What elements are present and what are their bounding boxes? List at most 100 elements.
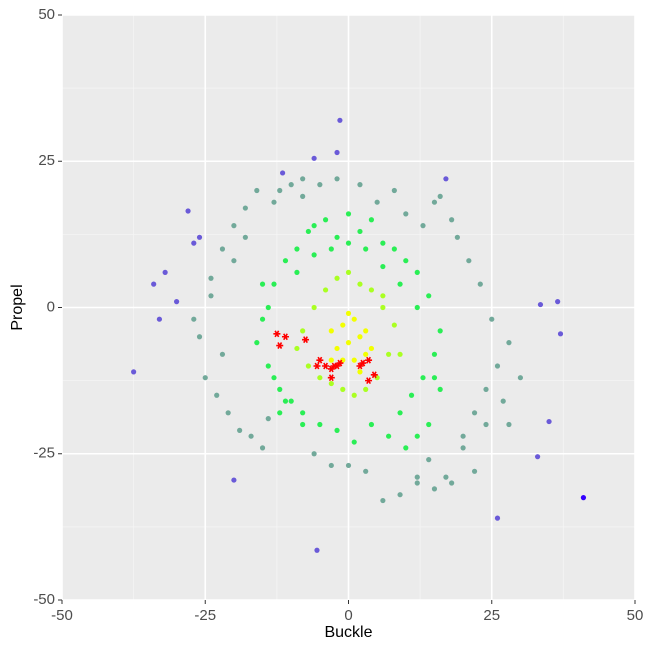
point xyxy=(225,410,231,416)
point xyxy=(414,304,420,311)
point xyxy=(311,252,317,258)
asterisk-point xyxy=(327,365,335,373)
point xyxy=(174,299,180,305)
point xyxy=(460,445,466,451)
asterisk-point xyxy=(273,330,281,338)
point xyxy=(489,316,495,322)
point xyxy=(403,445,409,451)
point xyxy=(300,176,306,182)
point xyxy=(231,477,237,483)
point xyxy=(300,328,306,334)
y-tick-label: 0 xyxy=(47,298,55,315)
point xyxy=(191,316,197,322)
point xyxy=(277,386,283,392)
point xyxy=(305,228,311,235)
point xyxy=(555,299,561,305)
point xyxy=(506,421,512,428)
point xyxy=(363,328,369,334)
point xyxy=(534,454,541,460)
point xyxy=(322,217,329,223)
asterisk-point xyxy=(333,362,341,370)
point xyxy=(311,451,317,457)
x-tick-label: 25 xyxy=(483,607,500,624)
x-tick-label: 0 xyxy=(344,607,352,624)
point xyxy=(454,234,460,240)
asterisk-point xyxy=(322,362,330,370)
point xyxy=(345,462,352,469)
point xyxy=(317,421,323,428)
point xyxy=(368,217,375,223)
point xyxy=(271,199,277,205)
point xyxy=(345,310,352,316)
point xyxy=(334,176,340,182)
point xyxy=(214,392,220,398)
point xyxy=(191,240,197,246)
point xyxy=(328,462,334,469)
point xyxy=(397,492,403,498)
point xyxy=(437,386,443,392)
point xyxy=(242,234,248,240)
point xyxy=(397,281,403,287)
x-axis-title: Buckle xyxy=(324,624,372,641)
point xyxy=(334,427,340,433)
point xyxy=(391,187,397,194)
point xyxy=(363,468,369,474)
point xyxy=(420,375,426,381)
point xyxy=(391,322,397,328)
y-tick-label: -50 xyxy=(33,591,55,608)
point xyxy=(202,375,208,381)
axes: -50 -25 0 25 50 -50 -25 0 25 50 xyxy=(33,6,643,624)
point xyxy=(546,418,552,425)
point xyxy=(494,515,501,521)
point xyxy=(437,328,443,334)
point xyxy=(322,287,329,293)
point xyxy=(420,223,426,229)
point xyxy=(185,208,191,214)
point xyxy=(334,345,340,352)
point xyxy=(397,410,403,416)
point xyxy=(363,351,369,357)
point xyxy=(254,187,260,194)
point xyxy=(334,149,340,156)
point xyxy=(259,316,266,322)
point xyxy=(431,375,438,381)
point xyxy=(196,334,203,340)
point xyxy=(231,258,237,264)
point xyxy=(288,182,294,188)
point xyxy=(426,421,432,428)
point xyxy=(580,495,587,501)
point xyxy=(471,410,478,416)
point xyxy=(131,369,137,375)
point xyxy=(300,421,306,428)
x-tick-label: -50 xyxy=(51,607,73,624)
point xyxy=(391,246,397,252)
point xyxy=(380,240,386,246)
point xyxy=(483,386,489,392)
point xyxy=(248,433,254,439)
point xyxy=(471,468,478,474)
point xyxy=(294,246,300,252)
point xyxy=(311,223,317,229)
point xyxy=(265,416,271,422)
point xyxy=(414,269,420,275)
point xyxy=(368,287,375,293)
point xyxy=(449,480,455,486)
point xyxy=(494,363,501,369)
point xyxy=(431,351,438,357)
point xyxy=(537,301,544,308)
point xyxy=(351,439,357,445)
point xyxy=(477,281,483,287)
point xyxy=(340,386,346,392)
point xyxy=(351,357,357,363)
point xyxy=(237,427,243,433)
point xyxy=(259,281,266,287)
point xyxy=(506,340,512,346)
point xyxy=(426,293,432,299)
point xyxy=(300,410,306,416)
point xyxy=(294,345,300,352)
point xyxy=(557,331,564,337)
point xyxy=(219,351,226,357)
asterisk-point xyxy=(313,362,321,370)
point xyxy=(311,304,317,311)
asterisk-point xyxy=(281,333,289,341)
